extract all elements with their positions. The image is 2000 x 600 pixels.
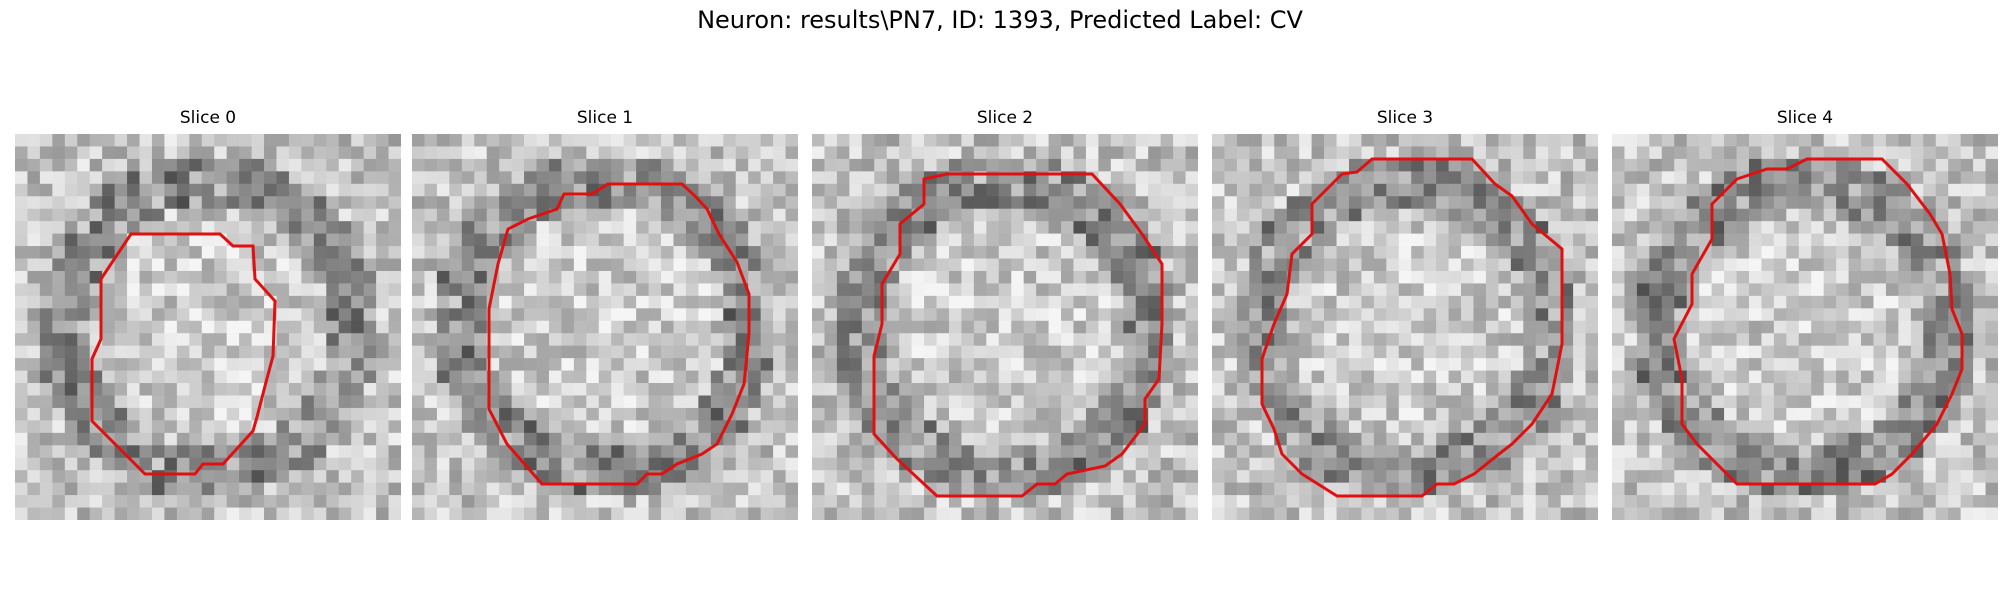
grayscale-tiles bbox=[412, 134, 798, 520]
figure-title: Neuron: results\PN7, ID: 1393, Predicted… bbox=[0, 6, 2000, 34]
grayscale-tiles bbox=[15, 134, 401, 520]
slice-image bbox=[1612, 134, 1998, 520]
slice-title: Slice 0 bbox=[15, 108, 401, 128]
grayscale-tiles bbox=[812, 134, 1198, 520]
slice-image bbox=[412, 134, 798, 520]
grayscale-tiles bbox=[1612, 134, 1998, 520]
slice-image bbox=[812, 134, 1198, 520]
slice-image bbox=[15, 134, 401, 520]
slice-title: Slice 4 bbox=[1612, 108, 1998, 128]
slice-title: Slice 3 bbox=[1212, 108, 1598, 128]
slice-image bbox=[1212, 134, 1598, 520]
slice-title: Slice 2 bbox=[812, 108, 1198, 128]
grayscale-tiles bbox=[1212, 134, 1598, 520]
slice-title: Slice 1 bbox=[412, 108, 798, 128]
